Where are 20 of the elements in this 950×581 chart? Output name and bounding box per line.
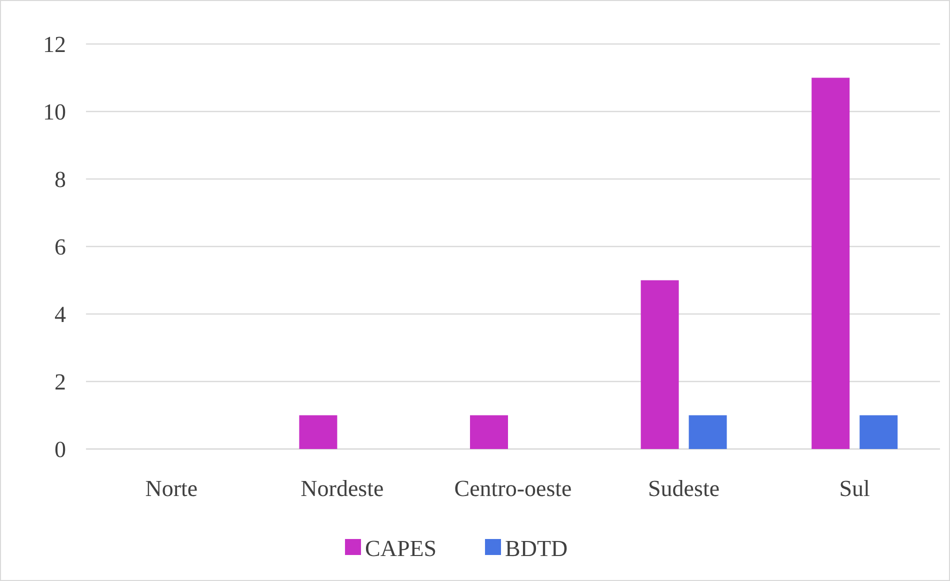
y-tick-label: 4 [54, 302, 66, 328]
bar [470, 415, 508, 449]
bar [688, 415, 727, 449]
x-tick-label: Nordeste [300, 476, 384, 501]
x-tick-label: Centro-oeste [454, 476, 572, 501]
y-tick-label: 8 [54, 167, 66, 192]
x-tick-label: Sul [839, 476, 870, 501]
y-tick-label: 10 [43, 100, 66, 125]
y-tick-label: 0 [54, 437, 66, 462]
bar [812, 78, 850, 449]
y-tick-label: 2 [54, 370, 66, 395]
y-tick-label: 6 [54, 234, 66, 260]
bar [860, 415, 898, 449]
legend-label: CAPES [365, 536, 437, 562]
x-tick-label: Sudeste [648, 476, 720, 501]
legend-label: BDTD [505, 536, 568, 562]
bar [299, 415, 338, 449]
y-tick-label: 12 [43, 32, 66, 58]
bar [640, 280, 679, 449]
x-tick-label: Norte [145, 476, 198, 501]
